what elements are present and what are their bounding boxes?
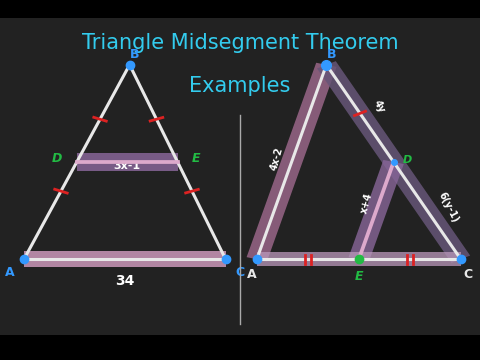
Polygon shape — [317, 61, 470, 263]
Text: Examples: Examples — [189, 76, 291, 96]
Text: E: E — [355, 270, 363, 283]
Text: A: A — [5, 266, 14, 279]
Text: 4x-2: 4x-2 — [269, 146, 285, 171]
Text: x+4: x+4 — [359, 192, 374, 215]
Polygon shape — [348, 160, 404, 261]
Polygon shape — [257, 252, 461, 266]
Text: Triangle Midsegment Theorem: Triangle Midsegment Theorem — [82, 33, 398, 53]
Text: A: A — [247, 268, 257, 281]
Text: E: E — [192, 152, 201, 165]
Polygon shape — [247, 63, 336, 261]
Text: 34: 34 — [115, 274, 134, 288]
Text: 4y: 4y — [372, 98, 387, 114]
Polygon shape — [0, 335, 480, 360]
Text: D: D — [52, 152, 62, 165]
Text: 6(y-1): 6(y-1) — [437, 190, 461, 224]
Polygon shape — [77, 153, 178, 171]
Polygon shape — [24, 251, 226, 267]
Text: B: B — [130, 48, 139, 61]
Text: C: C — [463, 268, 473, 281]
Text: C: C — [235, 266, 244, 279]
Text: D: D — [403, 155, 412, 165]
Text: 3x-1: 3x-1 — [114, 161, 141, 171]
Text: B: B — [326, 48, 336, 61]
Polygon shape — [0, 0, 480, 18]
